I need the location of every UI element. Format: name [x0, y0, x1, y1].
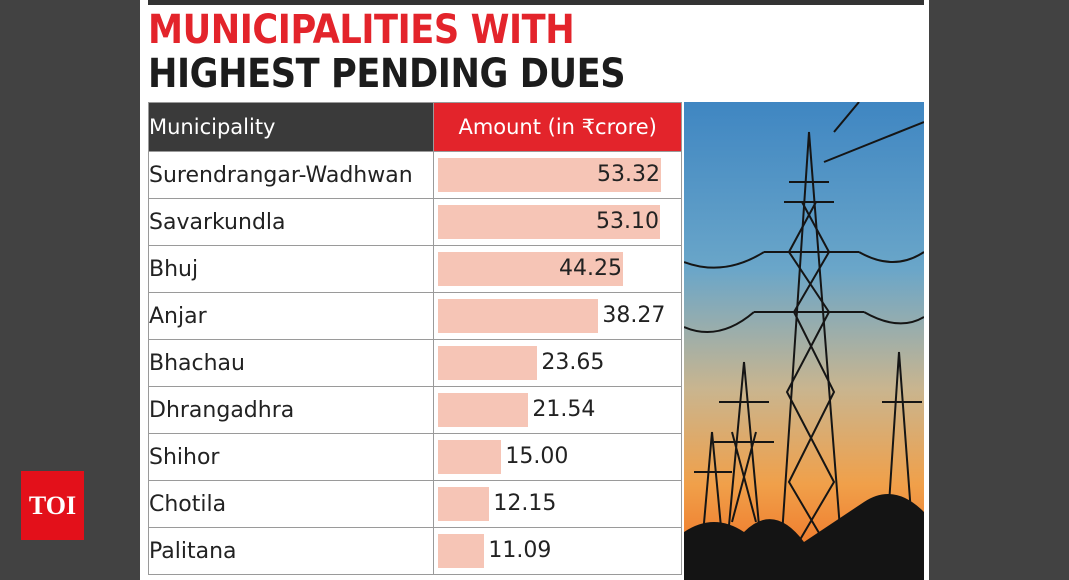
amount-bar: [438, 158, 662, 192]
amount-bar: [438, 393, 529, 427]
title-line-1: MUNICIPALITIES WITH: [148, 7, 575, 53]
header-amount: Amount (in ₹crore): [433, 102, 682, 152]
table-row: Chotila 12.15: [147, 480, 682, 528]
table-row: Bhuj 44.25: [147, 245, 682, 293]
amount-value-label: 21.54: [532, 397, 596, 422]
transmission-tower-illustration: [684, 102, 924, 580]
municipality-cell: Dhrangadhra: [147, 386, 435, 434]
infographic-panel: MUNICIPALITIES WITH HIGHEST PENDING DUES…: [140, 0, 929, 580]
municipality-cell: Surendrangar-Wadhwan: [147, 151, 435, 199]
table-row: Anjar 38.27: [147, 292, 682, 340]
amount-value-label: 15.00: [505, 444, 569, 469]
table-row: Bhachau 23.65: [147, 339, 682, 387]
dues-table: Municipality Amount (in ₹crore) Surendra…: [147, 102, 682, 575]
amount-bar: [438, 487, 490, 521]
municipality-cell: Shihor: [147, 433, 435, 481]
table-row: Dhrangadhra 21.54: [147, 386, 682, 434]
amount-cell: 11.09: [433, 527, 682, 575]
header-row: Municipality Amount (in ₹crore): [147, 102, 682, 152]
amount-cell: 21.54: [433, 386, 682, 434]
amount-cell: 23.65: [433, 339, 682, 387]
municipality-cell: Anjar: [147, 292, 435, 340]
amount-cell: 38.27: [433, 292, 682, 340]
amount-value-label: 23.65: [541, 350, 605, 375]
amount-cell: 12.15: [433, 480, 682, 528]
municipality-cell: Bhuj: [147, 245, 435, 293]
amount-cell: 44.25: [433, 245, 682, 293]
table-row: Palitana 11.09: [147, 527, 682, 575]
amount-value-label: 53.32: [597, 162, 660, 187]
top-rule: [148, 0, 924, 5]
chart-title: MUNICIPALITIES WITH HIGHEST PENDING DUES: [148, 7, 626, 97]
amount-cell: 53.10: [433, 198, 682, 246]
amount-bar: [438, 299, 599, 333]
header-municipality: Municipality: [147, 102, 435, 152]
amount-bar: [438, 346, 538, 380]
amount-cell: 15.00: [433, 433, 682, 481]
municipality-cell: Chotila: [147, 480, 435, 528]
amount-value-label: 44.25: [559, 256, 622, 281]
table-row: Surendrangar-Wadhwan 53.32: [147, 151, 682, 199]
amount-value-label: 38.27: [602, 303, 666, 328]
amount-bar: [438, 205, 661, 239]
municipality-cell: Bhachau: [147, 339, 435, 387]
amount-cell: 53.32: [433, 151, 682, 199]
table-row: Shihor 15.00: [147, 433, 682, 481]
amount-value-label: 11.09: [488, 538, 552, 563]
amount-value-label: 12.15: [493, 491, 557, 516]
municipality-cell: Palitana: [147, 527, 435, 575]
municipality-cell: Savarkundla: [147, 198, 435, 246]
amount-value-label: 53.10: [596, 209, 659, 234]
amount-bar: [438, 252, 624, 286]
title-line-2: HIGHEST PENDING DUES: [148, 51, 626, 97]
table-row: Savarkundla 53.10: [147, 198, 682, 246]
toi-logo: TOI: [21, 471, 84, 540]
table-body: Surendrangar-Wadhwan 53.32 Savarkundla 53.1…: [147, 151, 682, 575]
power-tower-photo: [684, 102, 924, 580]
amount-bar: [438, 440, 502, 474]
amount-bar: [438, 534, 485, 568]
